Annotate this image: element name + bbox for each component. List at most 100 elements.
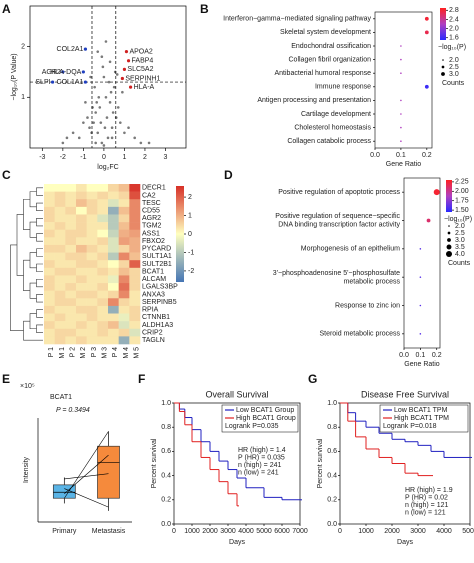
heat-cell xyxy=(97,184,109,192)
column-label: P 3 xyxy=(91,347,98,357)
heat-cell xyxy=(118,336,130,345)
heat-cell xyxy=(97,199,109,208)
heat-cell xyxy=(65,321,77,330)
pair-line xyxy=(64,488,109,508)
row-label: TGM2 xyxy=(142,223,162,230)
heat-cell xyxy=(54,260,66,269)
heat-cell xyxy=(76,267,87,276)
x-axis-title: Gene Ratio xyxy=(386,161,422,168)
heat-cell xyxy=(44,275,55,284)
heat-cell xyxy=(97,244,109,253)
x-tick-label: 0.1 xyxy=(415,352,425,359)
heat-cell xyxy=(54,328,66,337)
dendrogram xyxy=(29,282,37,299)
size-label: 3.5 xyxy=(455,244,465,251)
heat-cell xyxy=(108,184,119,192)
dendrogram xyxy=(36,278,43,288)
heat-cell xyxy=(118,184,130,192)
heat-cell xyxy=(108,298,119,307)
term-label: Antibacterial humoral response xyxy=(275,70,372,77)
heat-cell xyxy=(65,184,77,192)
row-label: TESC xyxy=(142,200,161,207)
point xyxy=(77,136,81,140)
heat-cell xyxy=(86,199,98,208)
heat-cell xyxy=(65,267,77,276)
legend-label: Low BCAT1 TPM xyxy=(394,407,448,414)
row-label: ALDH1A3 xyxy=(142,322,173,329)
heat-cell xyxy=(118,214,130,223)
term-label: Immune response xyxy=(315,84,371,91)
heat-cell xyxy=(76,229,87,238)
heat-cell xyxy=(44,184,55,192)
stat-text: n (low) = 241 xyxy=(238,469,279,476)
point xyxy=(102,144,106,147)
heat-cell xyxy=(118,290,130,299)
term-label: 3'−phosphoadenosine 5'−phosphosulfate xyxy=(273,270,400,277)
heat-cell xyxy=(65,229,77,238)
x-tick-label: -2 xyxy=(60,154,66,161)
heat-cell xyxy=(97,275,109,284)
heat-cell xyxy=(76,237,87,246)
scale-label: ×10⁵ xyxy=(20,383,35,390)
colorbar-label: 1.75 xyxy=(455,198,469,205)
stat-text: HR (high) = 1.9 xyxy=(405,487,453,494)
y-tick-label: 1 xyxy=(21,94,25,101)
heat-cell xyxy=(129,206,141,215)
gene-label: APOA2 xyxy=(129,48,152,55)
term-label: Positive regulation of sequence−specific xyxy=(275,213,400,220)
heat-cell xyxy=(65,313,77,322)
point xyxy=(95,101,99,104)
dot xyxy=(426,218,431,223)
dot xyxy=(400,45,402,47)
heat-cell xyxy=(76,336,87,345)
dendrogram xyxy=(36,233,43,242)
heat-cell xyxy=(44,214,55,223)
colorbar-label: 2.8 xyxy=(449,7,459,14)
heat-cell xyxy=(108,199,119,208)
heat-cell xyxy=(129,305,141,314)
column-label: M 4 xyxy=(123,347,130,359)
x-axis-title: log₂FC xyxy=(97,164,118,171)
row-label: BCAT1 xyxy=(142,268,164,275)
y-tick-label: 0.6 xyxy=(161,448,171,455)
heat-cell xyxy=(86,298,98,307)
y-tick-label: 1.0 xyxy=(327,400,337,407)
heat-cell xyxy=(54,313,66,322)
row-label: ASS1 xyxy=(142,230,160,237)
gene-label: SERPINH1 xyxy=(125,75,160,82)
size-key xyxy=(447,231,451,235)
heat-cell xyxy=(97,283,109,291)
heat-cell xyxy=(108,244,119,253)
dot xyxy=(400,58,402,61)
heat-cell xyxy=(118,244,130,253)
row-label: AGR2 xyxy=(142,215,161,222)
panel-label: B xyxy=(200,2,209,16)
row-label: CTNNB1 xyxy=(142,314,170,321)
heat-cell xyxy=(86,229,98,238)
highlight-point xyxy=(83,47,88,51)
size-key xyxy=(448,225,450,227)
point xyxy=(105,116,109,119)
colorbar xyxy=(176,186,184,282)
point xyxy=(96,50,100,53)
heat-cell xyxy=(97,191,109,200)
x-tick-label: 0.2 xyxy=(432,352,442,359)
y-axis-title: Intensity xyxy=(23,456,30,483)
point xyxy=(107,80,111,84)
heat-cell xyxy=(44,252,55,261)
heat-cell xyxy=(97,260,109,269)
dot xyxy=(419,248,422,250)
point xyxy=(108,60,112,64)
row-label: ANXA3 xyxy=(142,291,165,298)
heat-cell xyxy=(54,290,66,299)
x-tick-label: 3 xyxy=(164,154,168,161)
x-tick-label: 0.0 xyxy=(370,152,380,159)
row-label: DECR1 xyxy=(142,185,166,192)
highlight-point xyxy=(83,80,88,84)
heat-cell xyxy=(97,206,109,215)
dot xyxy=(400,113,402,115)
x-tick-label: 5000 xyxy=(256,528,272,535)
pair-line xyxy=(64,454,109,494)
size-label: 2.0 xyxy=(449,57,459,64)
heat-cell xyxy=(108,321,119,330)
